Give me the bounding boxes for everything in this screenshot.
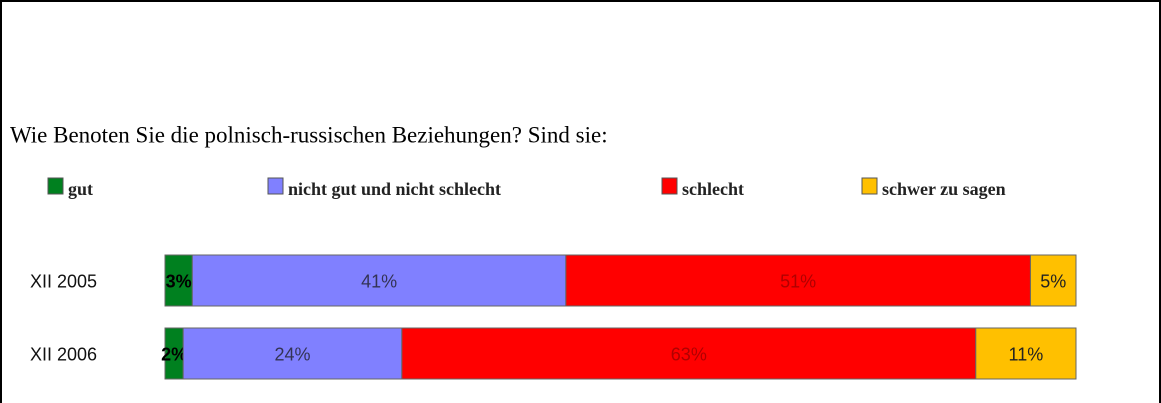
bar-segment bbox=[164, 254, 193, 307]
value-label: 11% bbox=[1009, 344, 1044, 364]
category-label: XII 2006 bbox=[30, 344, 97, 364]
value-label: 63% bbox=[671, 344, 707, 364]
value-label: 3% bbox=[166, 271, 192, 291]
bar-segment bbox=[191, 254, 567, 307]
value-label: 51% bbox=[780, 271, 816, 291]
bar-segment bbox=[401, 327, 977, 380]
value-label: 24% bbox=[275, 344, 311, 364]
value-label: 2% bbox=[161, 344, 187, 364]
legend-swatch bbox=[267, 177, 284, 195]
bar-segment bbox=[1029, 254, 1077, 307]
category-label: XII 2005 bbox=[30, 271, 97, 291]
legend-label: schwer zu sagen bbox=[882, 179, 1006, 199]
bar-segment bbox=[182, 327, 403, 380]
legend-label: nicht gut und nicht schlecht bbox=[288, 179, 501, 199]
bar-segment bbox=[565, 254, 1031, 307]
legend-label: schlecht bbox=[682, 179, 744, 199]
legend-swatch bbox=[861, 177, 878, 195]
value-label: 41% bbox=[361, 271, 397, 291]
legend-label: gut bbox=[68, 179, 93, 199]
legend-swatch bbox=[661, 177, 678, 195]
value-label: 5% bbox=[1040, 271, 1066, 291]
chart-title: Wie Benoten Sie die polnisch-russischen … bbox=[10, 122, 608, 147]
bar-segment bbox=[975, 327, 1077, 380]
legend-swatch bbox=[47, 177, 64, 195]
